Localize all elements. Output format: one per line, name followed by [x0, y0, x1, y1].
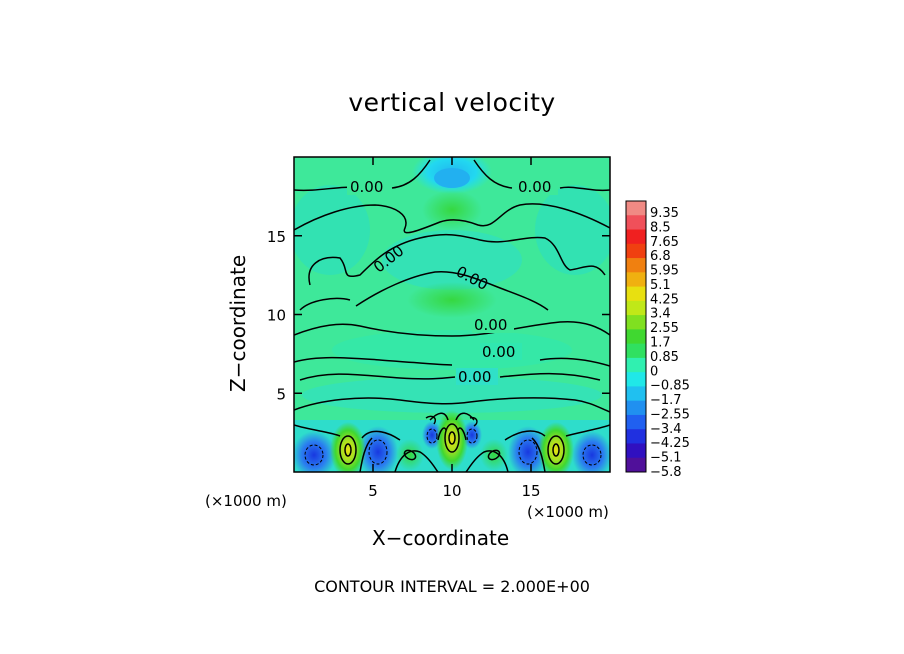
- x-tick-label: 5: [368, 482, 378, 500]
- colorbar-swatch: [626, 300, 646, 316]
- y-tick-label: 15: [267, 228, 286, 246]
- colorbar-label: −5.8: [650, 465, 682, 480]
- y-tick-label: 5: [276, 385, 286, 403]
- colorbar-swatch: [626, 443, 646, 459]
- colorbar-label: −5.1: [650, 451, 682, 466]
- contour-lines: [294, 159, 610, 472]
- colorbar-label: 4.25: [650, 292, 679, 307]
- contour-label: 0.00: [482, 343, 515, 361]
- colorbar-swatch: [626, 372, 646, 387]
- colorbar-label: −0.85: [650, 379, 690, 394]
- x-axis-label: X−coordinate: [372, 526, 510, 550]
- colorbar-swatch: [626, 272, 646, 288]
- colorbar-label: 6.8: [650, 249, 671, 264]
- y-axis-label: Z−coordinate: [226, 254, 250, 392]
- colorbar-label: 5.95: [650, 264, 679, 279]
- x-tick-label: 15: [521, 482, 540, 500]
- colorbar-label: 8.5: [650, 220, 671, 235]
- colorbar-frame: [625, 200, 647, 473]
- contour-label: 0.00: [350, 178, 383, 196]
- y-tick-label: 10: [267, 307, 286, 325]
- colorbar-label: 0.85: [650, 350, 679, 365]
- colorbar-label: −3.4: [650, 422, 682, 437]
- colorbar-label: −4.25: [650, 436, 690, 451]
- colorbar-swatch: [626, 201, 646, 216]
- colorbar-swatch: [626, 343, 646, 359]
- chart-title: vertical velocity: [348, 88, 556, 117]
- y-axis-ticks: 5 10 15: [267, 228, 610, 403]
- x-unit-label-left: (×1000 m): [205, 492, 287, 510]
- contour-label: 0.00: [458, 368, 491, 386]
- colorbar-swatch: [626, 286, 646, 302]
- x-axis-ticks: 5 10 15: [368, 157, 541, 500]
- colorbar-swatch: [626, 243, 646, 259]
- colorbar-swatch: [626, 258, 646, 273]
- colorbar-swatch: [626, 400, 646, 416]
- colorbar-label: 2.55: [650, 321, 679, 336]
- colorbar-label: −1.7: [650, 393, 682, 408]
- colorbar-swatch: [626, 329, 646, 345]
- colorbar-swatch: [626, 315, 646, 330]
- colorbar: 9.358.57.656.85.955.14.253.42.551.70.850…: [625, 200, 690, 480]
- colorbar-swatch: [626, 229, 646, 245]
- colorbar-label: 7.65: [650, 235, 679, 250]
- colorbar-swatch: [626, 414, 646, 430]
- colorbar-label: 5.1: [650, 278, 671, 293]
- contour-interval-note: CONTOUR INTERVAL = 2.000E+00: [314, 577, 590, 596]
- colorbar-swatch: [626, 386, 646, 402]
- colorbar-label: 3.4: [650, 307, 671, 322]
- colorbar-label: −2.55: [650, 407, 690, 422]
- contour-label: 0.00: [518, 178, 551, 196]
- contour-label: 0.00: [474, 316, 507, 334]
- colorbar-swatch: [626, 215, 646, 231]
- colorbar-label: 1.7: [650, 336, 671, 351]
- x-tick-label: 10: [442, 482, 461, 500]
- dashed-contours: [304, 428, 602, 466]
- colorbar-label: 9.35: [650, 206, 679, 221]
- colorbar-swatch: [626, 357, 646, 373]
- heatmap-field: [294, 157, 610, 472]
- colorbar-label: 0: [650, 364, 658, 379]
- colorbar-swatch: [626, 457, 646, 473]
- colorbar-swatch: [626, 429, 646, 444]
- x-unit-label-right: (×1000 m): [527, 503, 609, 521]
